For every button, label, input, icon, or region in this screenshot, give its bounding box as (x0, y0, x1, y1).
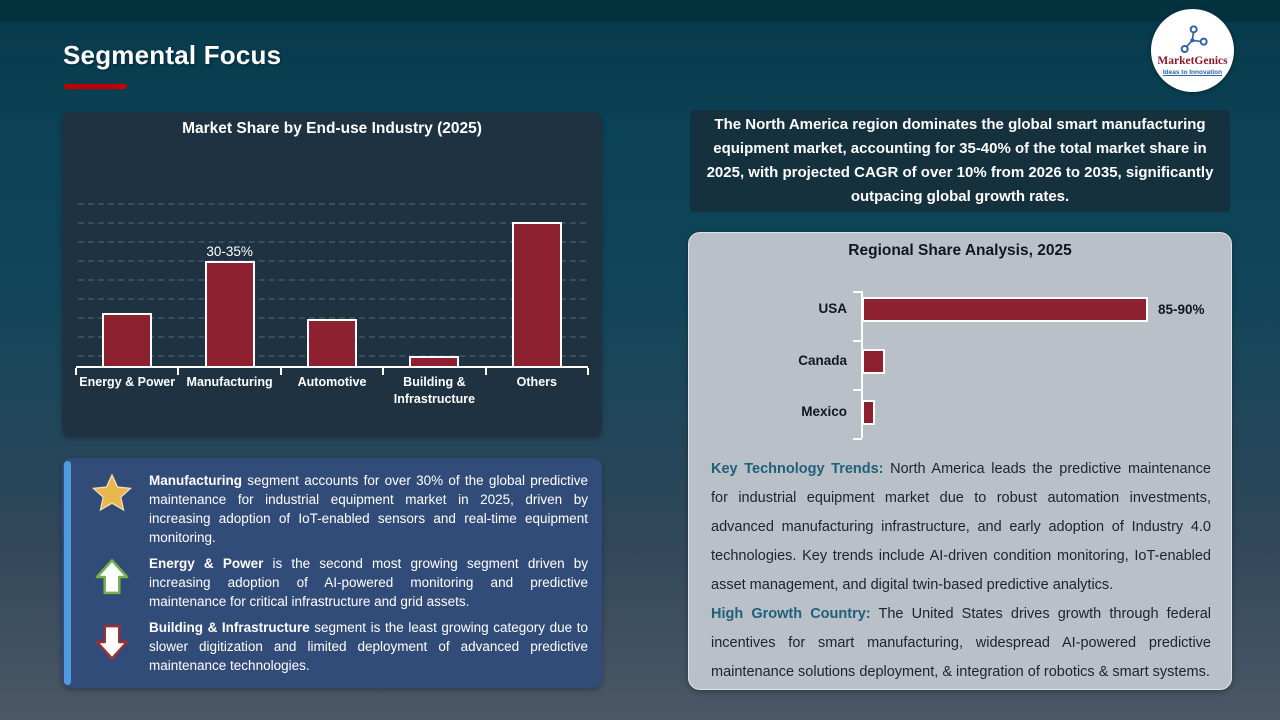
down-arrow-icon (86, 618, 138, 665)
x-axis-category-label: Others (516, 375, 557, 389)
logo-tagline: Ideas to Innovation (1162, 68, 1223, 76)
x-axis-tick (484, 368, 487, 375)
insight-text: Manufacturing segment accounts for over … (149, 473, 588, 545)
regional-bar-chart: USA 85-90% Canada Mexico (689, 263, 1231, 455)
bar-slot (383, 150, 485, 366)
insight-item-building-infrastructure: Building & Infrastructure segment is the… (86, 618, 588, 675)
top-strip (0, 0, 1280, 22)
logo: MarketGenics Ideas to Innovation (1151, 9, 1234, 92)
north-america-callout: The North America region dominates the g… (690, 110, 1230, 212)
category-label-canada: Canada (798, 353, 847, 368)
end-use-industry-chart: Market Share by End-use Industry (2025) … (62, 112, 602, 437)
x-axis-line (76, 366, 588, 368)
up-arrow-icon (86, 554, 138, 599)
gridline (78, 222, 586, 224)
bar-mexico (862, 400, 875, 425)
x-axis-labels: Energy & Power Manufacturing Automotive Bui… (76, 374, 588, 408)
insight-box-accent-stripe (64, 461, 71, 685)
bar-series: 30-35% (76, 150, 588, 366)
bar-slot (281, 150, 383, 366)
star-icon (86, 471, 138, 516)
x-axis-tick (587, 368, 589, 375)
category-label-mexico: Mexico (801, 404, 847, 419)
insight-item-manufacturing: Manufacturing segment accounts for over … (86, 471, 588, 547)
insight-text: Energy & Power is the second most growin… (149, 556, 589, 609)
gridline (78, 279, 586, 281)
x-axis-category-label: Automotive (297, 375, 367, 389)
y-axis-tick (853, 389, 862, 391)
x-axis-category-label: Energy & Power (79, 375, 176, 389)
x-axis-tick (75, 368, 77, 375)
y-axis-tick (853, 438, 862, 440)
y-axis-tick (853, 291, 862, 293)
x-axis-tick (279, 368, 282, 375)
chart-plot-area: 30-35% (75, 150, 589, 375)
title-underline (64, 84, 127, 89)
page-title: Segmental Focus (63, 40, 282, 70)
bar-slot (76, 150, 178, 366)
bar-energy-power (102, 313, 153, 366)
x-axis-tick (177, 368, 180, 375)
gridline (78, 241, 586, 243)
x-axis-category-label: Manufacturing (186, 375, 273, 389)
chart-title: Market Share by End-use Industry (2025) (182, 120, 482, 137)
gridline (78, 298, 586, 300)
gridline (78, 260, 586, 262)
regional-chart-title: Regional Share Analysis, 2025 (848, 242, 1072, 259)
bar-usa (862, 297, 1148, 322)
bar-manufacturing: 30-35% (204, 244, 255, 366)
bar-data-label: 30-35% (206, 244, 253, 259)
insight-box: Manufacturing segment accounts for over … (62, 458, 602, 688)
bar-automotive (307, 319, 358, 366)
gridline (78, 203, 586, 205)
bar-canada (862, 349, 885, 374)
x-axis-tick (382, 368, 385, 375)
insight-item-energy-power: Energy & Power is the second most growin… (86, 554, 588, 611)
logo-brand: MarketGenics (1157, 54, 1228, 67)
insight-text: Building & Infrastructure segment is the… (149, 620, 589, 673)
x-axis-category-label: Building & Infrastructure (393, 375, 476, 406)
category-label-usa: USA (818, 301, 847, 316)
bar-others (511, 222, 562, 366)
high-growth-country-paragraph: High Growth Country: The United States d… (711, 606, 1211, 680)
bar-building-infrastructure (409, 356, 460, 366)
bar-slot: 30-35% (178, 150, 280, 366)
y-axis-tick (853, 340, 862, 342)
gridline (78, 317, 586, 319)
molecule-icon (1180, 24, 1208, 53)
bar-data-label: 85-90% (1158, 302, 1205, 317)
regional-text: Key Technology Trends: North America lea… (711, 455, 1211, 687)
regional-share-panel: Regional Share Analysis, 2025 USA 85-90% C… (688, 232, 1232, 690)
bar-slot (486, 150, 588, 366)
callout-text: The North America region dominates the g… (706, 116, 1214, 205)
key-technology-trends-paragraph: Key Technology Trends: North America lea… (711, 461, 1211, 593)
